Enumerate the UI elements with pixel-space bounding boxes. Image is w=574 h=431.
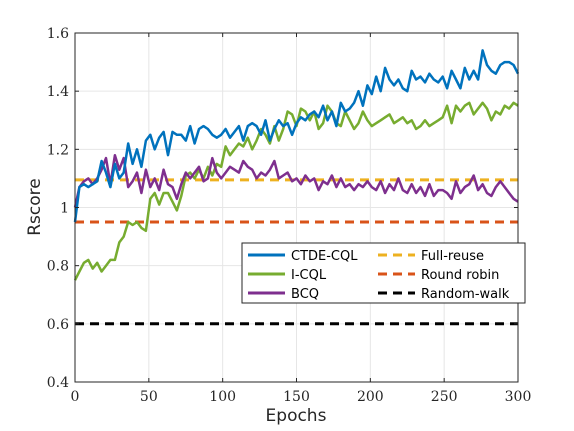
y-tick-label: 0.4 [47,375,69,391]
x-tick-label: 250 [431,389,458,405]
y-tick-label: 1.2 [47,142,69,158]
y-tick-label: 1.4 [47,84,69,100]
x-axis-title: Epochs [266,406,327,426]
legend-label-ctde-cql: CTDE-CQL [291,249,358,264]
series-line-ctde-cql [73,49,520,223]
y-tick-label: 1.6 [47,26,69,42]
x-tick-label: 50 [140,389,158,405]
legend: CTDE-CQL Full-reuse I-CQL Round robin BCQ Ran… [241,242,526,304]
plot-lines [73,49,520,326]
legend-label-round-robin: Round robin [421,268,499,283]
x-tick-label: 150 [283,389,310,405]
legend-label-random-walk: Random-walk [421,287,510,302]
x-tick-label: 300 [505,389,532,405]
y-tick-label: 0.6 [47,317,69,333]
y-axis-title: Rscore [25,178,45,236]
series-line-bcq [73,153,519,208]
y-tick-label: 0.8 [47,259,69,275]
legend-label-bcq: BCQ [291,287,319,302]
x-tick-label: 100 [209,389,236,405]
y-tick-label: 1 [60,201,69,217]
x-tick-label: 200 [357,389,384,405]
legend-label-full-reuse: Full-reuse [421,249,484,264]
legend-label-i-cql: I-CQL [291,268,327,283]
x-tick-label: 0 [71,389,80,405]
tick-labels: 0 50 100 150 200 250 300 0.4 0.6 0.8 1 1.2 1.4 1.6 [47,26,532,405]
